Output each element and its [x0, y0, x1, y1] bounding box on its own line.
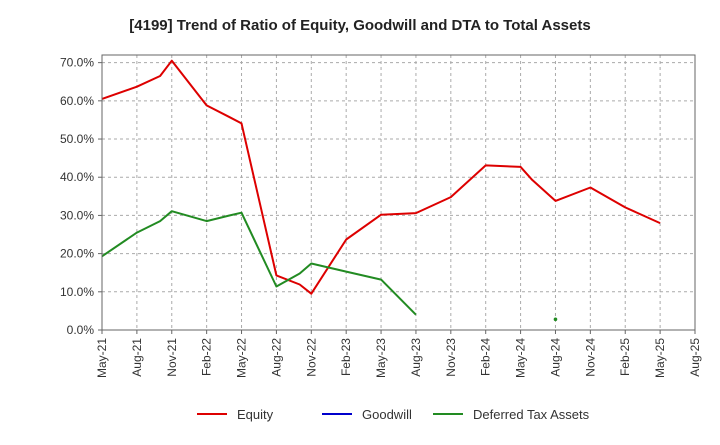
x-tick-label: May-22	[235, 338, 249, 378]
x-tick-label: May-24	[514, 338, 528, 378]
plot-area	[101, 54, 696, 331]
x-tick-label: Nov-24	[583, 338, 597, 377]
x-tick-label: Feb-24	[479, 338, 493, 376]
series-layer	[101, 59, 661, 322]
x-tick-label: Aug-25	[688, 338, 702, 377]
x-tick-label: Feb-25	[618, 338, 632, 376]
y-tick-label: 70.0%	[60, 56, 94, 70]
grid	[101, 55, 696, 331]
x-tick-label: Feb-23	[339, 338, 353, 376]
x-tick-label: May-25	[653, 338, 667, 378]
x-tick-label: Nov-22	[304, 338, 318, 377]
y-tick-label: 30.0%	[60, 208, 94, 222]
series-line-2	[101, 210, 417, 316]
y-tick-label: 40.0%	[60, 170, 94, 184]
series-line-0	[101, 59, 661, 295]
y-tick-label: 60.0%	[60, 94, 94, 108]
x-tick-label: Aug-24	[548, 338, 562, 377]
series-point-2	[553, 317, 558, 322]
x-tick-label: Aug-21	[130, 338, 144, 377]
axes: 0.0% 10.0% 20.0% 30.0% 40.0% 50.0% 60.0% 70.0% M…	[60, 56, 702, 378]
legend-label-1: Goodwill	[362, 407, 412, 422]
y-tick-label: 0.0%	[67, 323, 95, 337]
x-tick-label: Aug-23	[409, 338, 423, 377]
x-tick-label: May-23	[374, 338, 388, 378]
x-tick-label: Feb-22	[200, 338, 214, 376]
x-tick-label: Nov-21	[165, 338, 179, 377]
y-tick-label: 10.0%	[60, 285, 94, 299]
y-tick-label: 50.0%	[60, 132, 94, 146]
legend-label-2: Deferred Tax Assets	[473, 407, 590, 422]
x-tick-label: Nov-23	[444, 338, 458, 377]
legend: Equity Goodwill Deferred Tax Assets	[197, 407, 590, 422]
chart-title: [4199] Trend of Ratio of Equity, Goodwil…	[129, 17, 590, 34]
legend-label-0: Equity	[237, 407, 274, 422]
y-tick-label: 20.0%	[60, 247, 94, 261]
x-tick-label: Aug-22	[269, 338, 283, 377]
x-tick-label: May-21	[95, 338, 109, 378]
